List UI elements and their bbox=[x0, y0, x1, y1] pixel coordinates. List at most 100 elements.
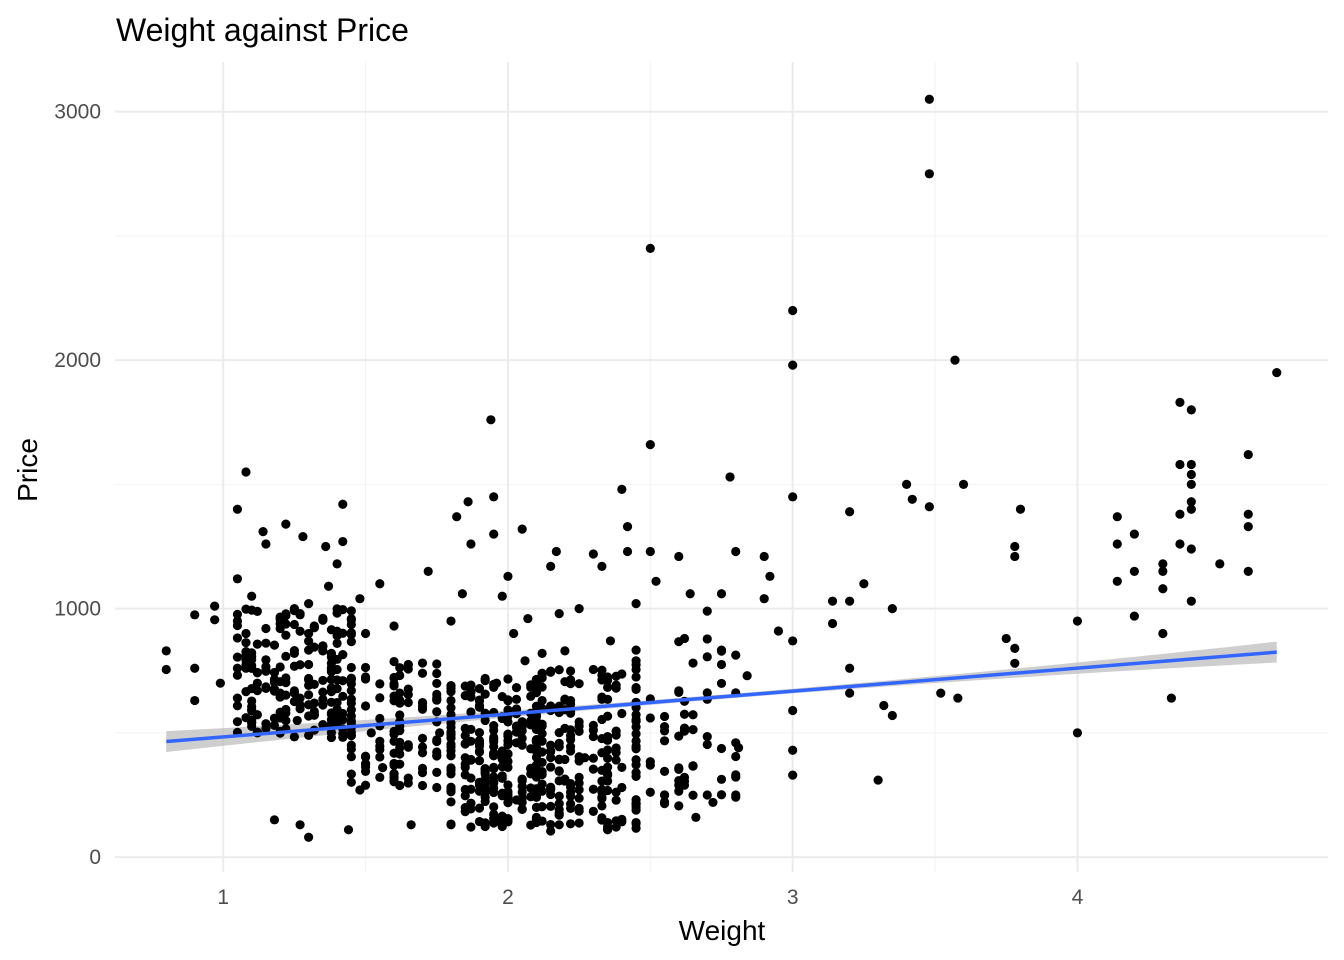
data-point bbox=[716, 659, 727, 670]
data-point bbox=[731, 751, 741, 762]
data-point bbox=[554, 766, 564, 776]
data-point bbox=[289, 732, 299, 742]
data-point bbox=[474, 756, 485, 766]
data-point bbox=[617, 708, 627, 719]
data-point bbox=[511, 722, 522, 732]
data-point bbox=[597, 801, 607, 811]
data-point bbox=[281, 704, 291, 715]
data-point bbox=[605, 636, 616, 646]
data-point bbox=[554, 791, 564, 801]
data-point bbox=[395, 695, 405, 705]
data-point bbox=[759, 551, 769, 562]
data-point bbox=[346, 637, 356, 647]
data-point bbox=[924, 502, 934, 512]
data-point bbox=[560, 646, 570, 656]
data-point bbox=[1186, 544, 1196, 554]
data-point bbox=[1072, 728, 1083, 738]
data-point bbox=[417, 733, 428, 743]
data-point bbox=[503, 749, 513, 759]
data-point bbox=[190, 695, 200, 706]
data-point bbox=[304, 711, 314, 721]
data-point bbox=[269, 815, 280, 825]
data-point bbox=[725, 472, 735, 482]
y-axis-title: Price bbox=[12, 438, 43, 502]
data-point bbox=[531, 716, 542, 726]
data-point bbox=[432, 668, 442, 679]
data-point bbox=[232, 652, 243, 662]
data-point bbox=[346, 777, 356, 787]
data-point bbox=[546, 826, 556, 836]
data-point bbox=[554, 799, 564, 809]
data-point bbox=[389, 656, 399, 667]
data-point bbox=[360, 672, 371, 682]
data-point bbox=[346, 716, 356, 726]
data-point bbox=[708, 797, 718, 808]
data-point bbox=[269, 685, 280, 695]
data-point bbox=[346, 752, 356, 762]
data-point bbox=[659, 790, 670, 800]
data-point bbox=[574, 818, 584, 828]
data-point bbox=[651, 576, 661, 586]
x-tick-label: 2 bbox=[502, 886, 514, 909]
data-point bbox=[480, 796, 490, 807]
x-tick-label: 1 bbox=[217, 886, 229, 909]
data-point bbox=[210, 615, 220, 625]
data-point bbox=[511, 683, 522, 693]
data-point bbox=[281, 716, 291, 726]
data-point bbox=[1186, 405, 1196, 415]
data-point bbox=[936, 688, 946, 698]
data-point bbox=[375, 713, 385, 724]
data-point bbox=[355, 594, 365, 604]
data-point bbox=[241, 628, 251, 639]
data-point bbox=[716, 646, 727, 656]
data-point bbox=[432, 735, 442, 745]
data-point bbox=[702, 606, 712, 616]
data-point bbox=[281, 630, 291, 640]
data-point bbox=[597, 714, 607, 725]
data-point bbox=[537, 747, 547, 757]
data-point bbox=[338, 499, 348, 509]
data-point bbox=[617, 814, 627, 824]
data-point bbox=[289, 686, 299, 696]
data-point bbox=[161, 646, 171, 656]
data-point bbox=[574, 752, 584, 762]
data-point bbox=[1175, 397, 1185, 407]
data-point bbox=[489, 809, 499, 819]
data-point bbox=[574, 793, 584, 803]
data-point bbox=[375, 744, 385, 755]
data-point bbox=[1010, 541, 1020, 552]
data-point bbox=[546, 666, 556, 676]
data-point bbox=[489, 736, 499, 747]
data-point bbox=[1015, 504, 1026, 514]
data-point bbox=[261, 638, 271, 648]
data-point bbox=[269, 667, 280, 678]
data-point bbox=[597, 694, 607, 704]
data-point bbox=[497, 591, 507, 601]
data-point bbox=[474, 777, 485, 787]
data-point bbox=[597, 561, 607, 571]
data-point bbox=[1243, 449, 1253, 460]
data-point bbox=[773, 626, 784, 636]
data-point bbox=[674, 637, 684, 647]
data-point bbox=[617, 762, 627, 772]
data-point bbox=[631, 741, 641, 751]
data-point bbox=[958, 479, 969, 489]
data-point bbox=[603, 672, 613, 682]
data-point bbox=[503, 780, 513, 790]
data-point bbox=[845, 596, 855, 606]
data-point bbox=[554, 776, 564, 786]
data-point bbox=[446, 718, 456, 728]
data-point bbox=[622, 546, 633, 557]
data-point bbox=[346, 674, 356, 684]
grid-lines bbox=[115, 62, 1328, 872]
data-point bbox=[645, 440, 655, 450]
data-point bbox=[360, 780, 371, 790]
data-point bbox=[574, 679, 584, 689]
data-point bbox=[474, 684, 485, 694]
data-point bbox=[295, 608, 305, 619]
data-point bbox=[326, 697, 337, 707]
data-point bbox=[702, 652, 712, 662]
data-point bbox=[546, 701, 556, 711]
data-point bbox=[241, 604, 251, 614]
data-point bbox=[603, 769, 613, 779]
